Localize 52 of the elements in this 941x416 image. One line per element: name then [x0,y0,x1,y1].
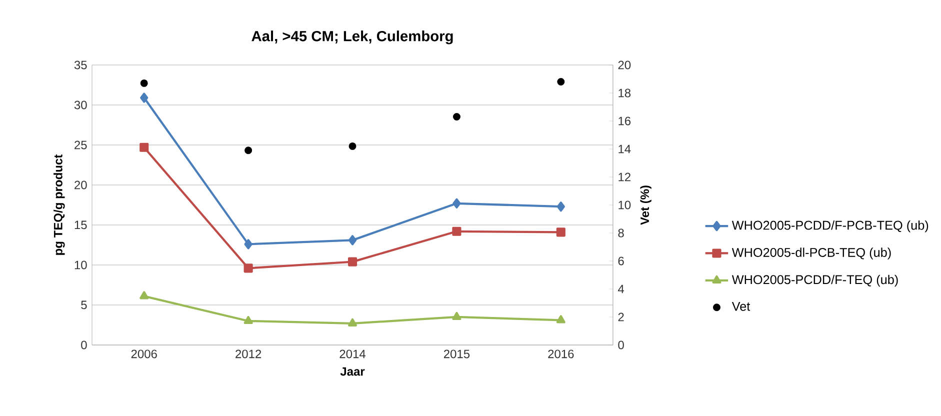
point [244,146,252,154]
y2-tick-label: 6 [618,256,624,266]
y2-tick-label: 0 [618,340,624,350]
y2-tick-label: 18 [618,88,631,98]
point [452,312,462,320]
y2-axis-title: Vet (%) [640,186,652,225]
point [348,318,358,326]
y2-tick-label: 2 [618,312,624,322]
point [452,198,461,208]
point [140,79,148,87]
y-tick-label: 30 [74,100,87,110]
y2-tick-label: 10 [618,200,631,210]
y-tick-label: 25 [74,140,87,150]
y-axis-title: pg TEQ/g product [54,154,65,255]
y-tick-label: 5 [81,300,87,310]
chart-title: Aal, >45 CM; Lek, Culemborg [252,30,453,44]
point [556,202,565,212]
y-tick-label: 0 [81,340,87,350]
x-tick-label: 2014 [340,350,366,358]
legend-label: Vet [732,302,750,311]
y-tick-label: 35 [74,60,87,70]
point [348,257,358,266]
point [556,315,566,324]
legend-label: WHO2005-PCDD/F-PCB-TEQ (ub) [732,220,928,232]
point [452,226,462,236]
point [140,92,148,103]
y-tick-label: 20 [74,180,87,190]
point [244,316,253,324]
x-axis-title: Jaar [340,367,365,376]
y2-tick-label: 14 [618,144,631,154]
point [556,228,566,237]
y-tick-label: 15 [74,220,87,230]
point [244,264,253,273]
point [557,78,565,86]
x-tick-label: 2012 [236,350,262,358]
point [452,113,460,121]
point [348,142,356,150]
point [244,239,252,250]
point [140,142,149,152]
x-tick-label: 2015 [444,350,470,358]
y2-tick-label: 12 [618,172,630,182]
legend-label: WHO2005-PCDD/F-TEQ (ub) [732,274,898,287]
y2-tick-label: 16 [618,116,631,126]
point [348,235,357,246]
x-tick-label: 2006 [131,350,157,358]
y2-tick-label: 4 [618,284,624,294]
point [140,291,149,300]
y2-tick-label: 20 [618,60,631,70]
y2-tick-label: 8 [618,228,624,238]
x-tick-label: 2016 [548,350,574,358]
legend-label: WHO2005-dl-PCB-TEQ (ub) [732,248,891,260]
y-tick-label: 10 [74,260,87,270]
